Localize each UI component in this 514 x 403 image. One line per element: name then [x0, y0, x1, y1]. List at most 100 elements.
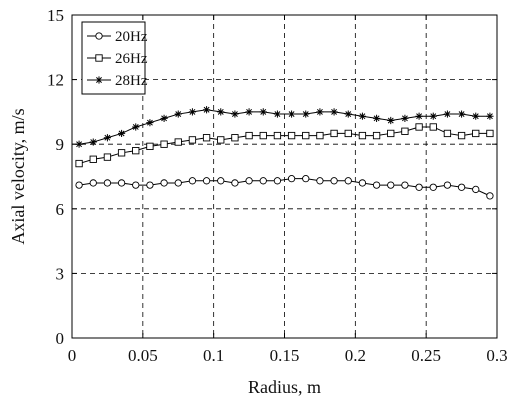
data-point-20Hz — [218, 178, 224, 184]
data-point-26Hz — [147, 143, 153, 149]
data-point-28Hz — [160, 115, 167, 122]
data-point-26Hz — [345, 130, 351, 136]
data-point-20Hz — [345, 178, 351, 184]
data-point-20Hz — [90, 180, 96, 186]
data-point-20Hz — [161, 180, 167, 186]
data-point-28Hz — [274, 110, 281, 117]
x-tick-label: 0.1 — [203, 346, 224, 365]
data-point-28Hz — [175, 110, 182, 117]
data-point-28Hz — [146, 119, 153, 126]
data-point-20Hz — [444, 182, 450, 188]
y-tick-label: 9 — [56, 135, 65, 154]
data-point-28Hz — [231, 110, 238, 117]
data-point-20Hz — [317, 178, 323, 184]
x-tick-label: 0.25 — [411, 346, 441, 365]
data-point-20Hz — [118, 180, 124, 186]
data-point-20Hz — [260, 178, 266, 184]
data-point-20Hz — [388, 182, 394, 188]
data-point-20Hz — [76, 182, 82, 188]
legend-marker-26Hz — [96, 55, 102, 61]
data-point-20Hz — [288, 175, 294, 181]
y-tick-label: 15 — [47, 6, 64, 25]
data-point-20Hz — [458, 184, 464, 190]
data-point-26Hz — [260, 132, 266, 138]
data-point-26Hz — [218, 137, 224, 143]
data-point-26Hz — [359, 132, 365, 138]
data-point-26Hz — [189, 137, 195, 143]
data-point-26Hz — [416, 124, 422, 130]
data-point-20Hz — [331, 178, 337, 184]
data-point-26Hz — [161, 141, 167, 147]
data-point-28Hz — [458, 110, 465, 117]
data-point-26Hz — [203, 135, 209, 141]
legend-marker-20Hz — [96, 33, 102, 39]
data-point-26Hz — [430, 124, 436, 130]
data-point-28Hz — [189, 108, 196, 115]
data-point-26Hz — [175, 139, 181, 145]
legend-marker-28Hz — [95, 76, 102, 83]
data-point-28Hz — [359, 113, 366, 120]
legend-label-28Hz: 28Hz — [115, 73, 148, 89]
data-point-20Hz — [487, 193, 493, 199]
y-tick-label: 12 — [47, 71, 64, 90]
data-point-28Hz — [203, 106, 210, 113]
x-axis-title: Radius, m — [248, 377, 321, 397]
x-tick-label: 0.15 — [270, 346, 300, 365]
y-tick-label: 6 — [56, 200, 65, 219]
data-point-26Hz — [331, 130, 337, 136]
data-point-20Hz — [189, 178, 195, 184]
data-point-20Hz — [373, 182, 379, 188]
y-axis-title: Axial velocity, m/s — [8, 108, 28, 244]
data-point-28Hz — [90, 138, 97, 145]
data-point-28Hz — [316, 108, 323, 115]
data-point-20Hz — [232, 180, 238, 186]
data-point-20Hz — [175, 180, 181, 186]
data-point-28Hz — [217, 108, 224, 115]
data-point-26Hz — [487, 130, 493, 136]
y-tick-label: 3 — [56, 264, 65, 283]
data-point-28Hz — [472, 113, 479, 120]
data-point-26Hz — [402, 128, 408, 134]
data-point-26Hz — [373, 132, 379, 138]
data-point-28Hz — [401, 115, 408, 122]
data-point-26Hz — [388, 130, 394, 136]
data-point-26Hz — [473, 130, 479, 136]
data-point-28Hz — [444, 110, 451, 117]
data-point-20Hz — [359, 180, 365, 186]
data-point-28Hz — [288, 110, 295, 117]
data-point-26Hz — [232, 135, 238, 141]
data-point-28Hz — [415, 113, 422, 120]
legend: 20Hz 26Hz 28Hz — [82, 22, 148, 94]
data-point-26Hz — [303, 132, 309, 138]
data-point-26Hz — [288, 132, 294, 138]
data-point-26Hz — [317, 132, 323, 138]
legend-label-20Hz: 20Hz — [115, 29, 148, 45]
data-point-26Hz — [133, 147, 139, 153]
data-point-20Hz — [402, 182, 408, 188]
data-point-28Hz — [330, 108, 337, 115]
data-point-20Hz — [147, 182, 153, 188]
data-point-26Hz — [90, 156, 96, 162]
data-point-28Hz — [387, 117, 394, 124]
x-tick-label: 0 — [68, 346, 77, 365]
data-point-28Hz — [104, 134, 111, 141]
legend-label-26Hz: 26Hz — [115, 51, 148, 67]
x-tick-label: 0.3 — [486, 346, 507, 365]
data-point-28Hz — [118, 130, 125, 137]
data-point-20Hz — [104, 180, 110, 186]
data-point-26Hz — [458, 132, 464, 138]
data-point-28Hz — [373, 115, 380, 122]
data-point-28Hz — [132, 123, 139, 130]
data-point-28Hz — [245, 108, 252, 115]
data-point-20Hz — [246, 178, 252, 184]
data-point-26Hz — [246, 132, 252, 138]
data-point-20Hz — [133, 182, 139, 188]
data-point-26Hz — [104, 154, 110, 160]
y-tick-label: 0 — [56, 329, 65, 348]
x-tick-label: 0.05 — [128, 346, 158, 365]
data-point-20Hz — [416, 184, 422, 190]
data-point-28Hz — [430, 113, 437, 120]
data-point-28Hz — [302, 110, 309, 117]
data-point-20Hz — [274, 178, 280, 184]
